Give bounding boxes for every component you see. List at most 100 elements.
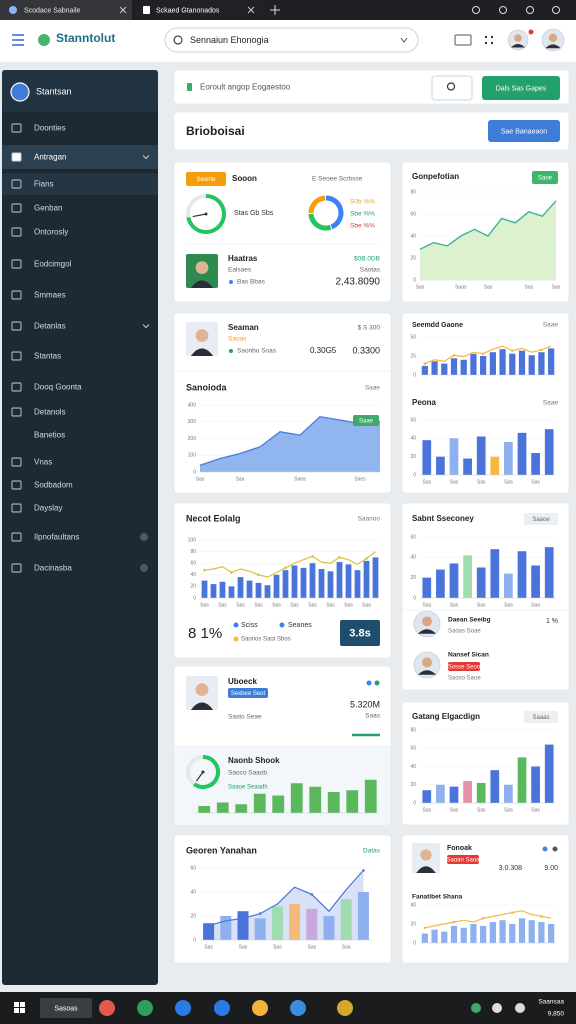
- avatar-body: [417, 670, 437, 675]
- nav-item[interactable]: Eodcimgol: [34, 260, 72, 269]
- person-sub: Saoso Saoe: [448, 676, 481, 682]
- bar: [246, 580, 253, 598]
- nav-item[interactable]: Genban: [34, 204, 62, 213]
- status-dot: [542, 846, 548, 852]
- donut-segment: [325, 195, 344, 230]
- search-button[interactable]: [431, 75, 473, 101]
- user-name: Stantsan: [36, 86, 72, 96]
- donut-stat: Sbe %%: [350, 223, 375, 230]
- nav-item[interactable]: Ilpnofaultans: [34, 533, 79, 542]
- area-line: [199, 415, 381, 466]
- dot: [229, 280, 233, 284]
- search-box[interactable]: [164, 27, 419, 53]
- bar: [449, 563, 459, 598]
- bar: [463, 458, 472, 475]
- tab[interactable]: [0, 0, 132, 20]
- y-tick-label: 300: [188, 419, 197, 425]
- x-tick-label: Sas: [484, 284, 493, 290]
- person-role: Ealsaes: [228, 267, 252, 274]
- value: 9.00: [544, 865, 558, 872]
- chevron: [142, 155, 150, 160]
- legend-item: Seanes: [288, 622, 312, 629]
- tab-title[interactable]: Scodace Sabnaile: [24, 7, 81, 14]
- tray-icon: [515, 1003, 525, 1013]
- nav-icon: [11, 179, 22, 189]
- button-text[interactable]: Dals Sas Gapes: [496, 85, 547, 92]
- bar: [460, 927, 467, 943]
- chevron: [142, 324, 150, 329]
- nav-item[interactable]: Fians: [34, 180, 54, 189]
- x-tick-label: Sas: [504, 807, 513, 813]
- gauge-hub: [204, 212, 208, 216]
- bar: [538, 352, 545, 375]
- nav-item[interactable]: Doonties: [34, 124, 66, 133]
- nav-active: [2, 145, 158, 169]
- bar: [306, 908, 318, 940]
- bar: [273, 574, 280, 598]
- bar: [544, 744, 554, 803]
- person-name: Seaman: [228, 323, 259, 332]
- gauge-needle: [195, 771, 204, 782]
- nav-item[interactable]: Detanols: [34, 408, 66, 417]
- meta: $ S 300: [358, 325, 381, 332]
- nav-item[interactable]: Detanlas: [34, 322, 66, 331]
- nav-item[interactable]: Dooq Goonta: [34, 383, 82, 392]
- y-tick-label: 60: [190, 865, 196, 871]
- stat: 8 1%: [188, 625, 222, 642]
- nav-item[interactable]: Vnas: [34, 458, 52, 467]
- bar: [544, 547, 554, 598]
- start-icon: [20, 1002, 25, 1007]
- avatar-body: [545, 44, 561, 49]
- nav-item[interactable]: Banetios: [34, 431, 65, 440]
- avatar-head: [422, 616, 432, 627]
- nav-item[interactable]: Stantas: [34, 352, 61, 361]
- tab[interactable]: [136, 0, 262, 20]
- button-text[interactable]: Sae Banaeaon: [501, 128, 547, 135]
- button[interactable]: [482, 76, 560, 100]
- toolbar-icon: [454, 34, 472, 46]
- bar: [504, 784, 513, 803]
- button[interactable]: [488, 120, 560, 142]
- nav-item[interactable]: Dayslay: [34, 504, 62, 513]
- y-tick-label: 400: [188, 402, 197, 408]
- x-tick-label: Saas: [455, 284, 467, 290]
- person-name: Uboeck: [228, 677, 257, 686]
- avatar-body: [416, 866, 436, 873]
- nav-icon: [11, 382, 22, 392]
- card-title: Sanoioda: [186, 382, 227, 392]
- nav-item[interactable]: Ontorosly: [34, 228, 68, 237]
- nav-item[interactable]: Smmaes: [34, 291, 66, 300]
- bar: [528, 355, 535, 375]
- bar: [421, 365, 428, 375]
- badge: [532, 171, 558, 184]
- bar: [441, 931, 448, 943]
- x-tick-label: Sas: [477, 602, 486, 608]
- taskbar-app-label[interactable]: Sasoas: [54, 1005, 78, 1012]
- user-avatar: [10, 82, 30, 102]
- bar: [363, 560, 370, 598]
- start-icon: [14, 1008, 19, 1013]
- bar: [357, 892, 369, 940]
- section-note: Saaoe Seaadh: [228, 785, 268, 791]
- nav-item[interactable]: Dacinasba: [34, 564, 72, 573]
- tray-icon: [492, 1003, 502, 1013]
- meta: E Seoee Scrbsse: [312, 176, 363, 183]
- x-tick-label: Sas: [531, 479, 540, 485]
- amount-sub: Saotas: [360, 267, 381, 274]
- nav-item[interactable]: Sodbadom: [34, 481, 73, 490]
- taskbar-app[interactable]: [40, 998, 92, 1018]
- notification-dot: [528, 29, 534, 35]
- nav-item[interactable]: Antragan: [34, 153, 66, 162]
- kpi-box: [340, 620, 380, 646]
- y-tick-label: 0: [193, 469, 196, 475]
- tab-icon: [143, 6, 150, 14]
- tab-title[interactable]: Sckaed Gtanonados: [156, 7, 220, 14]
- y-tick-label: 0: [413, 372, 416, 378]
- dropdown-icon: [400, 37, 408, 43]
- bar: [531, 766, 540, 803]
- nav-icon: [11, 227, 22, 237]
- y-tick-label: 60: [410, 211, 416, 217]
- avatar-head: [514, 34, 522, 42]
- page-title: Brioboisai: [186, 124, 245, 138]
- bar: [340, 899, 352, 940]
